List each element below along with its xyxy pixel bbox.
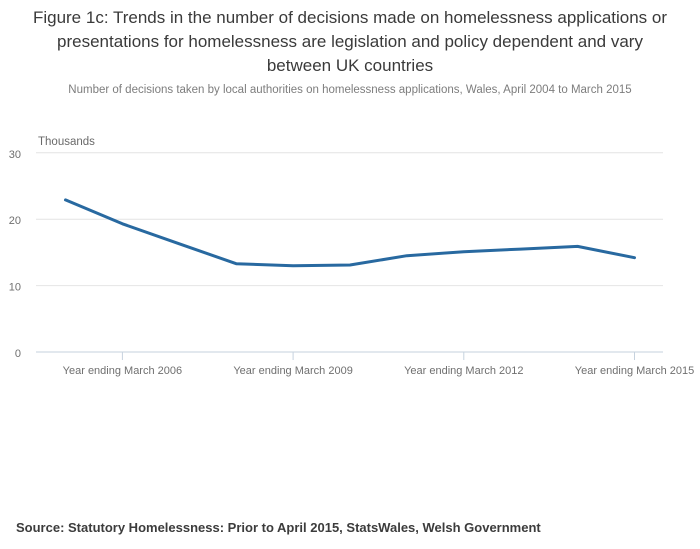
line-chart: 0 10 20 30 Thousands Year ending March 2006 Ye… bbox=[9, 136, 694, 377]
figure-subtitle: Number of decisions taken by local autho… bbox=[68, 84, 632, 96]
y-axis-tick-label: 0 bbox=[15, 348, 21, 360]
x-axis-tick-label: Year ending March 2006 bbox=[63, 365, 182, 377]
x-axis-tick-label: Year ending March 2009 bbox=[233, 365, 352, 377]
y-axis-tick-label: 10 bbox=[9, 282, 21, 294]
y-axis-unit-label: Thousands bbox=[38, 136, 95, 148]
data-series-line bbox=[64, 198, 636, 268]
x-axis-tick-label: Year ending March 2012 bbox=[404, 365, 523, 377]
y-axis-tick-label: 30 bbox=[9, 149, 21, 161]
source-note: Source: Statutory Homelessness: Prior to… bbox=[16, 520, 541, 535]
y-axis-tick-label: 20 bbox=[9, 215, 21, 227]
figure-title: Figure 1c: Trends in the number of decis… bbox=[32, 8, 668, 75]
x-axis-tick-label: Year ending March 2015 bbox=[575, 365, 694, 377]
